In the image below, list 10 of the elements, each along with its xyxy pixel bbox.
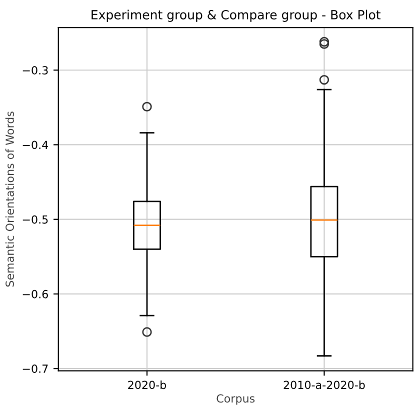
- x-tick-label: 2010-a-2020-b: [284, 380, 365, 390]
- chart-title: Experiment group & Compare group - Box Plot: [92, 10, 380, 22]
- y-tick-label: −0.4: [22, 140, 48, 150]
- y-axis-title: Semantic Orientations of Words: [5, 112, 14, 287]
- x-tick-label: 2020-b: [128, 380, 166, 390]
- y-tick-label: −0.5: [22, 215, 48, 224]
- y-tick-label: −0.6: [22, 290, 48, 298]
- y-tick-label: −0.7: [22, 364, 48, 373]
- x-axis-title: Corpus: [216, 394, 255, 405]
- y-tick-label: −0.3: [22, 66, 48, 75]
